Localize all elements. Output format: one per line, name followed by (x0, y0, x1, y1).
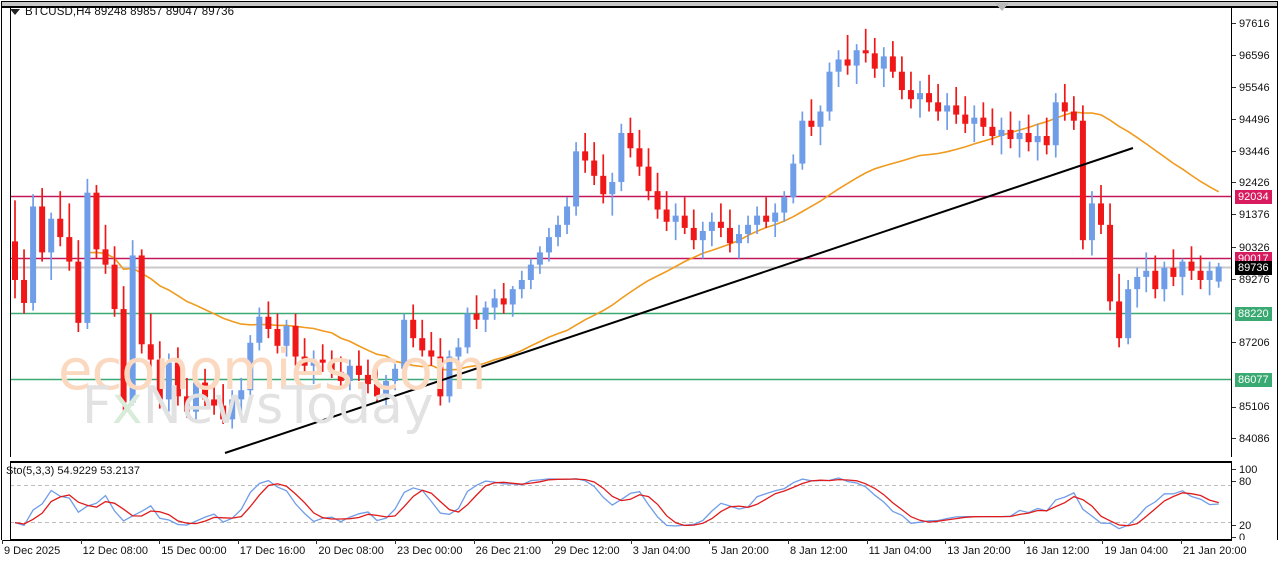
time-tick-mark (159, 540, 161, 544)
time-tick: 21 Jan 20:00 (1183, 545, 1247, 557)
time-tick-mark (473, 540, 475, 544)
time-tick: 16 Jan 12:00 (1025, 545, 1090, 557)
time-tick-mark (1102, 540, 1104, 544)
price-tick: 85106 (1232, 401, 1270, 413)
price-tick: 94496 (1232, 114, 1270, 126)
time-axis-line (2, 540, 1232, 541)
time-tick-mark (80, 540, 82, 544)
indicator-tick: 20 (1232, 520, 1251, 532)
time-tick: 26 Dec 21:00 (475, 545, 542, 557)
indicator-tick: 0 (1232, 532, 1245, 544)
price-badge-last-price[interactable]: 89736 (1235, 260, 1272, 275)
time-tick-mark (709, 540, 711, 544)
price-tick: 96596 (1232, 50, 1270, 62)
price-badge-support[interactable]: 86077 (1235, 372, 1272, 387)
price-axis[interactable]: 97616 96596 95546 94496 93446 92426 91376 90326… (1232, 8, 1278, 457)
price-svg (10, 28, 1232, 454)
time-tick: 12 Dec 08:00 (82, 545, 149, 557)
time-tick-mark (788, 540, 789, 544)
time-tick-mark (395, 540, 396, 544)
price-badge-support[interactable]: 88220 (1235, 307, 1272, 322)
time-tick: 3 Jan 04:00 (632, 545, 691, 557)
time-tick: 5 Jan 20:00 (711, 545, 769, 557)
time-tick-mark (316, 540, 318, 544)
time-tick-mark (630, 540, 632, 544)
price-tick: 92426 (1232, 177, 1270, 189)
time-tick: 9 Dec 2025 (4, 545, 61, 557)
price-badge-resistance[interactable]: 92034 (1235, 190, 1272, 205)
scroll-position-marker-icon[interactable] (995, 3, 1009, 11)
indicator-label: Sto(5,3,3) 54.9229 53.2137 (6, 465, 140, 477)
time-tick-mark (237, 540, 239, 544)
indicator-tick: 100 (1232, 464, 1257, 476)
chart-header: BTCUSD,H4 89248 89857 89047 89736 (10, 5, 234, 19)
indicator-tick: 80 (1232, 476, 1251, 488)
time-tick: 8 Jan 12:00 (790, 545, 848, 557)
time-tick-mark (2, 540, 3, 544)
price-tick: 95546 (1232, 82, 1270, 94)
time-tick: 17 Dec 16:00 (239, 545, 306, 557)
price-tick: 97616 (1232, 18, 1270, 30)
price-tick: 90326 (1232, 242, 1270, 254)
indicator-axis: 100 80 20 0 (1232, 461, 1278, 544)
price-tick: 93446 (1232, 146, 1270, 158)
price-tick: 87206 (1232, 337, 1270, 349)
time-tick-mark (1023, 540, 1025, 544)
time-tick: 23 Dec 00:00 (397, 545, 463, 557)
time-tick: 20 Dec 08:00 (318, 545, 384, 557)
time-tick-mark (945, 540, 947, 544)
time-tick-mark (552, 540, 554, 544)
time-tick: 15 Dec 00:00 (161, 545, 227, 557)
title-strip-divider (2, 6, 1277, 8)
chevron-down-icon[interactable] (10, 9, 20, 15)
title-strip (2, 2, 1277, 6)
time-tick: 29 Dec 12:00 (554, 545, 620, 557)
time-tick: 11 Jan 04:00 (868, 545, 932, 557)
time-tick: 13 Jan 20:00 (947, 545, 1011, 557)
indicator-svg (10, 477, 1232, 530)
price-tick: 84086 (1232, 433, 1270, 445)
time-tick: 19 Jan 04:00 (1104, 545, 1169, 557)
time-axis[interactable]: 9 Dec 2025 12 Dec 08:00 15 Dec 00:00 17 Dec… (0, 540, 1280, 567)
time-tick-mark (866, 540, 868, 544)
price-tick: 89276 (1232, 274, 1270, 286)
indicator-pane[interactable] (10, 463, 1232, 538)
symbol-ohlc-label: BTCUSD,H4 89248 89857 89047 89736 (25, 6, 235, 18)
price-chart-pane[interactable]: economies.com FxNewsToday (10, 8, 1232, 457)
price-tick: 91376 (1232, 209, 1270, 221)
time-tick-mark (1181, 540, 1182, 544)
